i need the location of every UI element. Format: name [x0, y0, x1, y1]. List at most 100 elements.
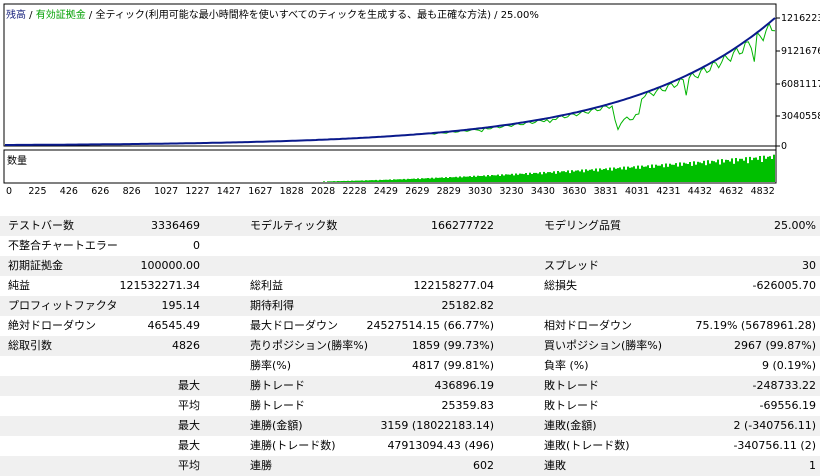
- volume-bar: [725, 159, 727, 182]
- volume-bar: [599, 168, 601, 182]
- volume-bar: [729, 161, 731, 182]
- test-bars-value: 3336469: [151, 219, 200, 232]
- total-trades-value: 4826: [172, 339, 200, 352]
- volume-bar: [693, 161, 695, 182]
- volume-bar: [435, 177, 437, 182]
- model-ticks-label: モデルティック数: [250, 219, 338, 232]
- volume-bar: [531, 174, 533, 182]
- profit-factor-label: プロフィットファクタ: [8, 299, 118, 312]
- volume-bar: [341, 181, 343, 182]
- x-tick-label: 826: [122, 186, 141, 197]
- stats-table: テストバー数 3336469 モデルティック数 166277722 モデリング品…: [0, 213, 820, 476]
- volume-bar: [519, 173, 521, 182]
- volume-bar: [769, 156, 771, 182]
- volume-bar: [507, 174, 509, 182]
- volume-bar: [703, 160, 705, 182]
- volume-bar: [577, 170, 579, 182]
- volume-bar: [339, 181, 341, 182]
- max-consecutive-losses-amount-value: 2 (-340756.11): [733, 419, 816, 432]
- volume-bar: [459, 176, 461, 182]
- volume-bar: [561, 171, 563, 182]
- volume-bar: [551, 172, 553, 182]
- volume-bar: [553, 171, 555, 182]
- volume-bar: [473, 175, 475, 182]
- volume-bar: [625, 169, 627, 182]
- max-consecutive-losses-count-value: -340756.11 (2): [733, 439, 816, 452]
- volume-bar: [731, 158, 733, 182]
- volume-bar: [685, 163, 687, 182]
- x-tick-label: 3430: [530, 186, 555, 197]
- net-profit-value: 121532271.34: [119, 279, 200, 292]
- volume-bar: [563, 171, 565, 182]
- model-ticks-value: 166277722: [431, 219, 494, 232]
- relative-drawdown-label: 相対ドローダウン: [544, 319, 632, 332]
- volume-bar: [751, 160, 753, 182]
- volume-bar: [351, 180, 353, 182]
- volume-bar: [597, 171, 599, 182]
- volume-bar: [605, 168, 607, 182]
- volume-bar: [707, 160, 709, 182]
- volume-bar: [635, 168, 637, 182]
- volume-bar: [389, 179, 391, 182]
- x-tick-label: 4031: [625, 186, 650, 197]
- volume-bar: [637, 165, 639, 182]
- x-tick-label: 1828: [279, 186, 304, 197]
- volume-bar: [655, 164, 657, 182]
- table-row: 最大 連勝(金額) 3159 (18022183.14) 連敗(金額) 2 (-…: [0, 416, 820, 436]
- volume-bar: [355, 180, 357, 182]
- volume-bar: [727, 160, 729, 182]
- x-tick-label: 3831: [593, 186, 618, 197]
- volume-bar: [749, 156, 751, 182]
- table-row: 最大 連勝(トレード数) 47913094.43 (496) 連敗(トレード数)…: [0, 436, 820, 456]
- max-consecutive-wins-count-value: 47913094.43 (496): [387, 439, 494, 452]
- table-row: 平均 勝トレード 25359.83 敗トレード -69556.19: [0, 396, 820, 416]
- volume-bar: [645, 166, 647, 182]
- average-loss-trade-label: 敗トレード: [544, 399, 599, 412]
- chart-legend: 残高 / 有効証拠金 / 全ティック(利用可能な最小時間枠を使いすべてのティック…: [6, 6, 539, 21]
- short-positions-value: 1859 (99.73%): [411, 339, 494, 352]
- volume-bar: [337, 181, 339, 182]
- volume-bar: [403, 178, 405, 182]
- volume-bar: [541, 174, 543, 182]
- volume-bar: [565, 172, 567, 182]
- volume-bar: [717, 159, 719, 182]
- volume-bar: [757, 159, 759, 182]
- volume-bar: [549, 172, 551, 182]
- volume-bar: [669, 163, 671, 182]
- largest-loss-trade-value: -248733.22: [752, 379, 816, 392]
- volume-bar: [639, 168, 641, 182]
- gross-loss-label: 総損失: [544, 279, 577, 292]
- volume-bar: [607, 170, 609, 182]
- legend-model-info: 全ティック(利用可能な最小時間枠を使いすべてのティックを生成する、最も正確な方法…: [95, 10, 539, 21]
- long-positions-label: 買いポジション(勝率%): [544, 339, 663, 352]
- volume-bar: [433, 178, 435, 182]
- table-row: 勝率(%) 4817 (99.81%) 負率 (%) 9 (0.19%): [0, 356, 820, 376]
- volume-bar: [447, 178, 449, 182]
- volume-bar: [649, 168, 651, 182]
- table-row: テストバー数 3336469 モデルティック数 166277722 モデリング品…: [0, 216, 820, 236]
- volume-bar: [755, 157, 757, 182]
- maximum-label: 最大: [178, 419, 200, 432]
- y-tick-label: 121622357: [781, 13, 820, 24]
- volume-bar: [367, 180, 369, 182]
- long-positions-value: 2967 (99.87%): [733, 339, 816, 352]
- volume-bar: [699, 162, 701, 182]
- volume-bar: [735, 158, 737, 182]
- volume-bar: [471, 177, 473, 182]
- volume-bar: [745, 157, 747, 182]
- volume-bar: [505, 174, 507, 182]
- volume-bar: [391, 180, 393, 182]
- volume-bar: [741, 158, 743, 182]
- volume-bar: [723, 162, 725, 182]
- x-tick-label: 2228: [342, 186, 367, 197]
- mismatch-errors-label: 不整合チャートエラー: [8, 239, 118, 252]
- volume-bar: [477, 175, 479, 182]
- volume-bar: [747, 163, 749, 182]
- volume-bar: [517, 174, 519, 182]
- absolute-drawdown-label: 絶対ドローダウン: [8, 319, 96, 332]
- test-bars-label: テストバー数: [8, 219, 74, 232]
- volume-bar: [423, 178, 425, 182]
- volume-bar: [375, 179, 377, 182]
- balance-equity-chart: [3, 3, 780, 184]
